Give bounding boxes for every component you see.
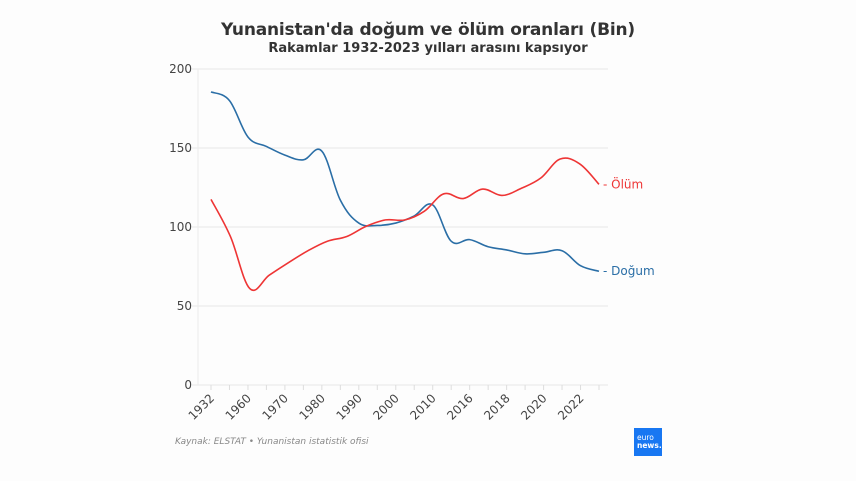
euronews-logo: euro news. <box>634 428 662 456</box>
y-tick-label: 150 <box>169 141 192 155</box>
series-lines <box>210 91 600 292</box>
x-tick-label: 2022 <box>555 391 586 422</box>
x-tick-label: 2000 <box>370 391 401 422</box>
chart-title: Yunanistan'da doğum ve ölüm oranları (Bi… <box>221 20 635 40</box>
y-tick-label: 200 <box>169 62 192 76</box>
x-tick-label: 1990 <box>333 391 364 422</box>
y-tick-label: 0 <box>184 378 192 392</box>
series-line-dogum <box>210 91 600 273</box>
x-tick-label: 1980 <box>296 391 327 422</box>
x-tick-label: 2010 <box>407 391 438 422</box>
y-tick-label: 100 <box>169 220 192 234</box>
x-axis: 1932 1960 1970 1980 1990 2000 2010 2016 2018 2020… <box>186 385 600 423</box>
x-tick-label: 1960 <box>223 391 254 422</box>
x-tick-label: 2018 <box>481 391 512 422</box>
grid-lines <box>192 68 608 386</box>
x-tick-label: 1932 <box>186 391 217 422</box>
logo-text-bottom: news. <box>637 441 662 450</box>
source-note: Kaynak: ELSTAT • Yunanistan istatistik o… <box>175 437 369 447</box>
series-line-olum <box>210 157 600 292</box>
chart-subtitle: Rakamlar 1932-2023 yılları arasını kapsı… <box>268 41 588 56</box>
x-tick-label: 1970 <box>260 391 291 422</box>
logo-text-top: euro <box>637 433 654 442</box>
x-tick-label: 2020 <box>518 391 549 422</box>
y-tick-label: 50 <box>177 299 192 313</box>
y-axis: 0 50 100 150 200 <box>169 62 192 392</box>
series-labels: - Doğum - Ölüm <box>603 175 655 278</box>
x-tick-label: 2016 <box>444 391 475 422</box>
series-label-olum: - Ölüm <box>603 175 643 191</box>
series-label-dogum: - Doğum <box>603 264 655 278</box>
